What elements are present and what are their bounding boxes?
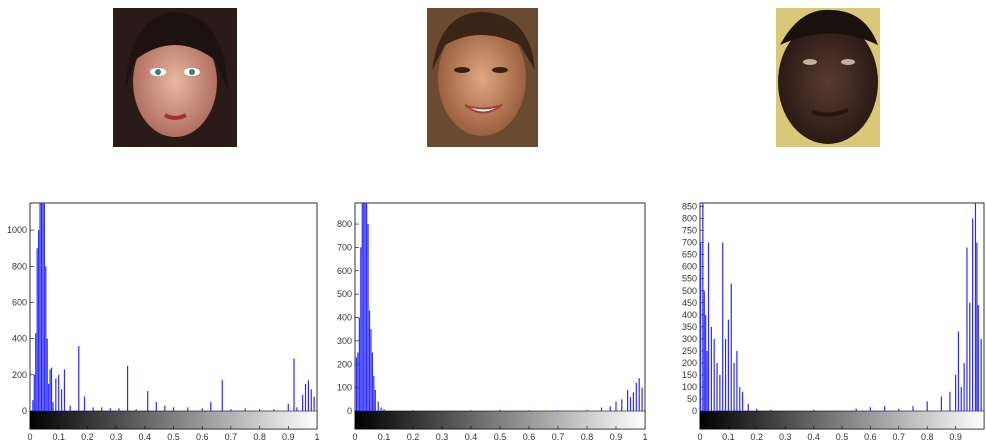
y-tick-label: 800 [682, 214, 697, 224]
bars [32, 203, 315, 411]
y-tick-label: 650 [682, 250, 697, 260]
bars [355, 203, 643, 411]
y-tick-label: 100 [337, 383, 352, 393]
y-tick-label: 500 [337, 289, 352, 299]
x-tick-label: 0.5 [494, 432, 507, 442]
x-tick-label: 0.4 [465, 432, 478, 442]
y-tick-label: 200 [337, 359, 352, 369]
x-tick-label: 0.6 [523, 432, 536, 442]
x-tick-label: 0.8 [921, 432, 934, 442]
histogram: 0 100 200 300 400 500 600 700 800 0 0.1 0.2 0.3 0.4 0.… [337, 202, 648, 442]
y-tick-label: 150 [682, 370, 697, 380]
y-tick-label: 450 [682, 298, 697, 308]
y-tick-label: 850 [682, 202, 697, 212]
y-tick-label: 400 [682, 310, 697, 320]
y-tick-label: 800 [337, 219, 352, 229]
plot-area [699, 202, 985, 430]
x-tick-label: 0 [27, 432, 32, 442]
y-tick-label: 750 [682, 226, 697, 236]
x-tick-label: 0.4 [807, 432, 820, 442]
y-tick-label: 1000 [7, 225, 27, 235]
y-tick-label: 0 [347, 406, 352, 416]
y-tick-label: 600 [337, 266, 352, 276]
histogram: 0 50 100 150 200 250 300 350 400 450 500 550 600 650 7… [682, 202, 985, 442]
x-tick-label: 0.7 [893, 432, 906, 442]
x-tick-label: 0.8 [581, 432, 594, 442]
x-tick-label: 0.9 [949, 432, 962, 442]
histogram: 0 200 400 600 800 1000 0 0.1 0.2 0.3 0.4 0.5 0.6 0.7 0… [7, 202, 320, 442]
y-tick-label: 800 [12, 261, 27, 271]
y-tick-label: 100 [682, 382, 697, 392]
x-tick-label: 0.2 [751, 432, 764, 442]
y-tick-label: 400 [12, 334, 27, 344]
y-tick-label: 600 [12, 297, 27, 307]
y-tick-label: 200 [12, 370, 27, 380]
x-tick-label: 0.3 [110, 432, 123, 442]
face-photo [776, 8, 880, 147]
face-photo [427, 8, 538, 147]
x-tick-label: 0.1 [722, 432, 735, 442]
x-tick-label: 0.6 [196, 432, 209, 442]
x-tick-label: 0.7 [552, 432, 565, 442]
x-tick-label: 0.2 [81, 432, 94, 442]
x-tick-label: 0.9 [282, 432, 295, 442]
y-tick-label: 400 [337, 313, 352, 323]
y-tick-label: 200 [682, 358, 697, 368]
x-tick-label: 0.1 [378, 432, 391, 442]
plot-area [29, 202, 318, 430]
y-tick-label: 550 [682, 274, 697, 284]
x-tick-label: 0.3 [779, 432, 792, 442]
y-tick-label: 300 [337, 336, 352, 346]
x-tick-label: 1 [314, 432, 319, 442]
y-tick-label: 250 [682, 346, 697, 356]
x-tick-label: 0.5 [836, 432, 849, 442]
x-tick-label: 0.1 [52, 432, 65, 442]
y-tick-label: 50 [687, 394, 697, 404]
x-tick-label: 0 [352, 432, 357, 442]
x-tick-label: 0.4 [139, 432, 152, 442]
x-tick-label: 0.2 [407, 432, 420, 442]
x-tick-label: 0.6 [864, 432, 877, 442]
x-tick-label: 0.7 [225, 432, 238, 442]
x-tick-label: 0.5 [167, 432, 180, 442]
face-photo [113, 8, 237, 147]
x-tick-label: 0.9 [610, 432, 623, 442]
y-tick-label: 350 [682, 322, 697, 332]
y-tick-label: 700 [337, 242, 352, 252]
x-tick-label: 1 [642, 432, 647, 442]
y-tick-label: 0 [22, 406, 27, 416]
bars [700, 203, 982, 411]
y-tick-label: 500 [682, 286, 697, 296]
x-tick-label: 0 [697, 432, 702, 442]
y-tick-label: 0 [692, 406, 697, 416]
plot-area [354, 202, 646, 430]
y-tick-label: 600 [682, 262, 697, 272]
x-tick-label: 0.3 [436, 432, 449, 442]
y-tick-label: 700 [682, 238, 697, 248]
y-tick-label: 300 [682, 334, 697, 344]
x-tick-label: 0.8 [253, 432, 266, 442]
